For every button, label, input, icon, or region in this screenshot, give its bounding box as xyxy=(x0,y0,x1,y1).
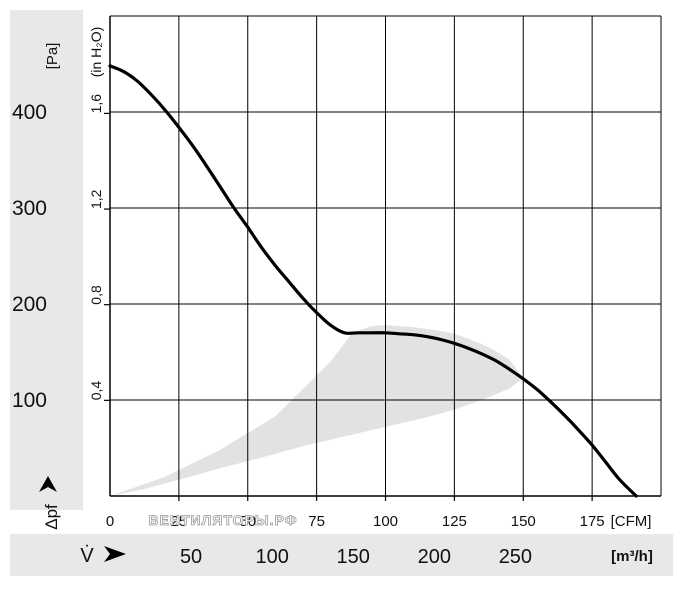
y-secondary-unit: (in H₂O) xyxy=(88,27,104,78)
x-tick-label: 150 xyxy=(511,513,536,530)
y-tick-label: 200 xyxy=(12,293,47,316)
y2-tick-label: 0,8 xyxy=(88,285,104,305)
y-arrow-icon xyxy=(39,476,57,492)
y2-tick-label: 0,4 xyxy=(88,381,104,401)
x-tick-label: 50 xyxy=(239,513,256,530)
pressure-curve xyxy=(108,64,638,498)
x-tick-label: 75 xyxy=(308,513,325,530)
x-arrow-icon xyxy=(104,546,126,562)
x2-tick-label: 200 xyxy=(418,546,451,568)
x-primary-ticks: 0 25 50 75 100 125 150 175 xyxy=(106,496,605,530)
x-secondary-symbol: V̇ xyxy=(80,545,94,567)
y-tick-label: 300 xyxy=(12,197,47,220)
y-tick-label: 100 xyxy=(12,389,47,412)
x2-tick-label: 50 xyxy=(180,546,202,568)
y-primary-ticks: 100 200 300 400 xyxy=(12,101,47,412)
x-primary-unit: [CFM] xyxy=(611,513,652,530)
x-tick-label: 0 xyxy=(106,513,114,530)
x-secondary-unit: [m³/h] xyxy=(611,548,653,565)
y-primary-unit: [Pa] xyxy=(44,43,61,70)
y-primary-symbol: Δpf xyxy=(42,504,61,530)
x-secondary-ticks: 50 100 150 200 250 xyxy=(180,546,532,568)
y-secondary-ticks: 0,4 0,8 1,2 1,6 xyxy=(88,94,110,401)
y2-tick-label: 1,2 xyxy=(88,189,104,209)
left-band xyxy=(10,10,83,510)
x-tick-label: 125 xyxy=(442,513,467,530)
x2-tick-label: 250 xyxy=(499,546,532,568)
x-tick-label: 175 xyxy=(580,513,605,530)
watermark: ВЕНТИЛЯТОРЫ.РФ xyxy=(148,512,297,528)
x2-tick-label: 150 xyxy=(337,546,370,568)
y-tick-label: 400 xyxy=(12,101,47,124)
x2-tick-label: 100 xyxy=(255,546,288,568)
x-tick-label: 25 xyxy=(171,513,188,530)
x-tick-label: 100 xyxy=(373,513,398,530)
grid xyxy=(110,15,662,496)
y2-tick-label: 1,6 xyxy=(88,94,104,114)
